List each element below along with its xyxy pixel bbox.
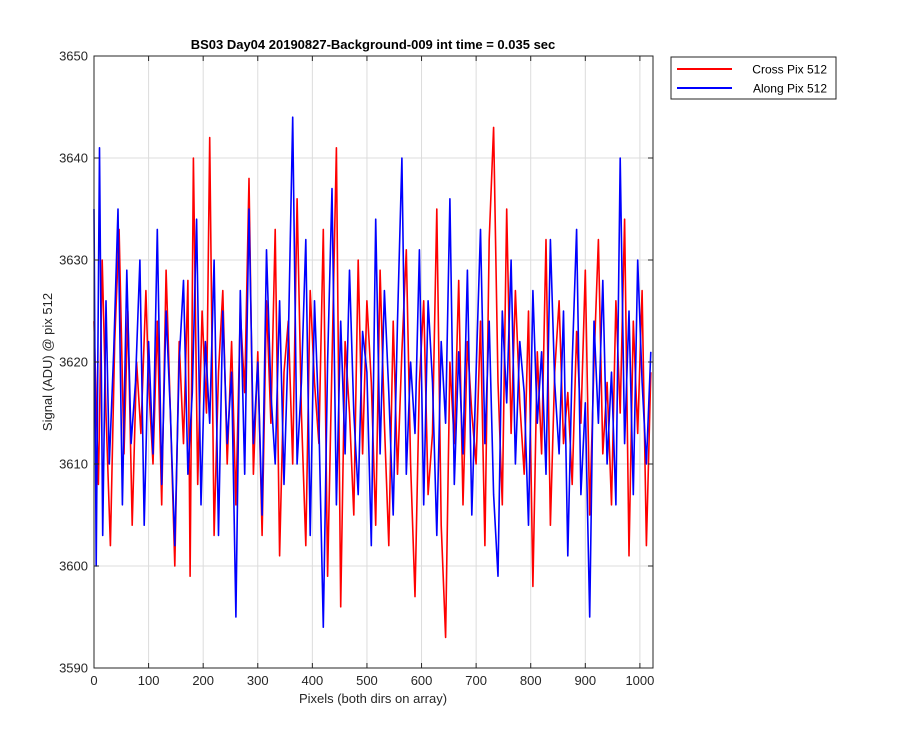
y-tick-label: 3620 [59, 355, 88, 370]
x-tick-label: 100 [138, 673, 160, 688]
x-tick-label: 700 [465, 673, 487, 688]
legend-label-cross-pix-512: Cross Pix 512 [752, 63, 827, 77]
x-tick-label: 0 [90, 673, 97, 688]
legend: Cross Pix 512 Along Pix 512 [670, 56, 837, 100]
y-axis: 3590 3600 3610 3620 3630 3640 3650 [59, 49, 653, 676]
y-tick-label: 3610 [59, 457, 88, 472]
y-tick-label: 3600 [59, 559, 88, 574]
series-line-along-pix-512 [93, 116, 652, 629]
x-axis-label: Pixels (both dirs on array) [299, 691, 447, 706]
legend-box [670, 56, 837, 100]
y-tick-label: 3630 [59, 253, 88, 268]
x-tick-label: 900 [574, 673, 596, 688]
x-tick-label: 800 [520, 673, 542, 688]
y-axis-label: Signal (ADU) @ pix 512 [40, 293, 55, 431]
x-tick-label: 1000 [625, 673, 654, 688]
x-tick-label: 200 [192, 673, 214, 688]
x-tick-label: 300 [247, 673, 269, 688]
x-tick-label: 400 [302, 673, 324, 688]
x-tick-label: 600 [411, 673, 433, 688]
series-lines [93, 116, 652, 639]
x-axis: 0 100 200 300 400 500 600 700 800 900 1000 [90, 56, 654, 688]
y-tick-label: 3650 [59, 49, 88, 64]
y-tick-label: 3590 [59, 661, 88, 676]
legend-label-along-pix-512: Along Pix 512 [753, 82, 827, 96]
chart-title: BS03 Day04 20190827-Background-009 int t… [191, 37, 556, 52]
x-tick-label: 500 [356, 673, 378, 688]
y-tick-label: 3640 [59, 151, 88, 166]
